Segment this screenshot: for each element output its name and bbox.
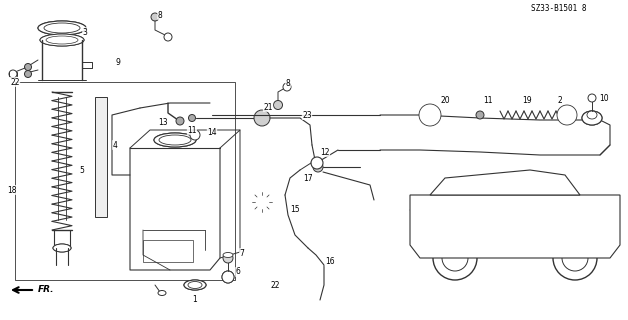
Text: 13: 13 [158, 117, 168, 126]
Circle shape [433, 236, 477, 280]
Circle shape [553, 236, 597, 280]
Polygon shape [430, 170, 580, 195]
Ellipse shape [38, 21, 86, 35]
Text: 21: 21 [263, 102, 273, 111]
Ellipse shape [40, 34, 84, 46]
Ellipse shape [158, 291, 166, 295]
Bar [95, 97, 107, 217]
Text: FR.: FR. [38, 285, 55, 294]
Ellipse shape [44, 23, 80, 33]
Ellipse shape [223, 252, 233, 258]
Text: 6: 6 [236, 268, 241, 276]
Text: 17: 17 [303, 173, 313, 182]
Circle shape [24, 63, 31, 70]
Circle shape [562, 245, 588, 271]
Text: 20: 20 [440, 95, 450, 105]
Ellipse shape [184, 280, 206, 290]
Text: 19: 19 [522, 95, 532, 105]
Ellipse shape [53, 244, 71, 252]
Text: 1: 1 [193, 295, 197, 305]
Text: 15: 15 [290, 205, 300, 214]
Text: 11: 11 [187, 125, 197, 134]
Ellipse shape [38, 21, 86, 35]
Text: 2: 2 [558, 95, 563, 105]
Text: 22: 22 [270, 281, 279, 290]
Ellipse shape [154, 133, 196, 147]
Circle shape [419, 104, 441, 126]
Circle shape [190, 130, 200, 140]
Bar [15, 82, 235, 280]
Bar [143, 240, 193, 262]
Text: 8: 8 [158, 11, 163, 20]
Text: 23: 23 [302, 110, 312, 119]
Circle shape [476, 111, 484, 119]
Circle shape [557, 105, 577, 125]
Circle shape [24, 70, 31, 77]
Circle shape [431, 217, 439, 225]
Ellipse shape [154, 133, 196, 147]
Circle shape [151, 13, 159, 21]
Circle shape [560, 108, 574, 122]
Circle shape [423, 108, 437, 122]
Ellipse shape [46, 36, 78, 44]
Text: 3: 3 [82, 28, 87, 36]
Circle shape [442, 245, 468, 271]
Text: 5: 5 [80, 165, 84, 174]
Circle shape [9, 70, 17, 78]
Text: 4: 4 [112, 140, 117, 149]
Text: SZ33-B1501 8: SZ33-B1501 8 [531, 4, 586, 13]
Circle shape [222, 271, 234, 283]
Text: 7: 7 [239, 249, 244, 258]
Circle shape [223, 253, 233, 263]
Circle shape [254, 110, 270, 126]
Text: 12: 12 [320, 148, 330, 156]
Ellipse shape [53, 244, 71, 252]
Text: 9: 9 [116, 58, 121, 67]
Text: 14: 14 [207, 127, 217, 137]
Circle shape [313, 162, 323, 172]
Circle shape [222, 271, 234, 283]
Text: 8: 8 [286, 78, 290, 87]
Text: 22: 22 [10, 77, 19, 86]
Ellipse shape [587, 111, 597, 119]
Circle shape [283, 83, 291, 91]
Circle shape [311, 157, 323, 169]
Ellipse shape [582, 111, 602, 125]
Circle shape [274, 100, 283, 109]
Ellipse shape [188, 282, 202, 289]
Ellipse shape [159, 135, 191, 145]
Circle shape [588, 94, 596, 102]
Ellipse shape [184, 280, 206, 290]
Text: 18: 18 [8, 186, 17, 195]
Circle shape [164, 33, 172, 41]
Ellipse shape [40, 34, 84, 46]
Text: 10: 10 [599, 93, 609, 102]
Text: 11: 11 [484, 95, 493, 105]
Circle shape [176, 117, 184, 125]
Text: 16: 16 [325, 258, 335, 267]
Polygon shape [410, 195, 620, 258]
Ellipse shape [582, 111, 602, 125]
Circle shape [188, 115, 195, 122]
